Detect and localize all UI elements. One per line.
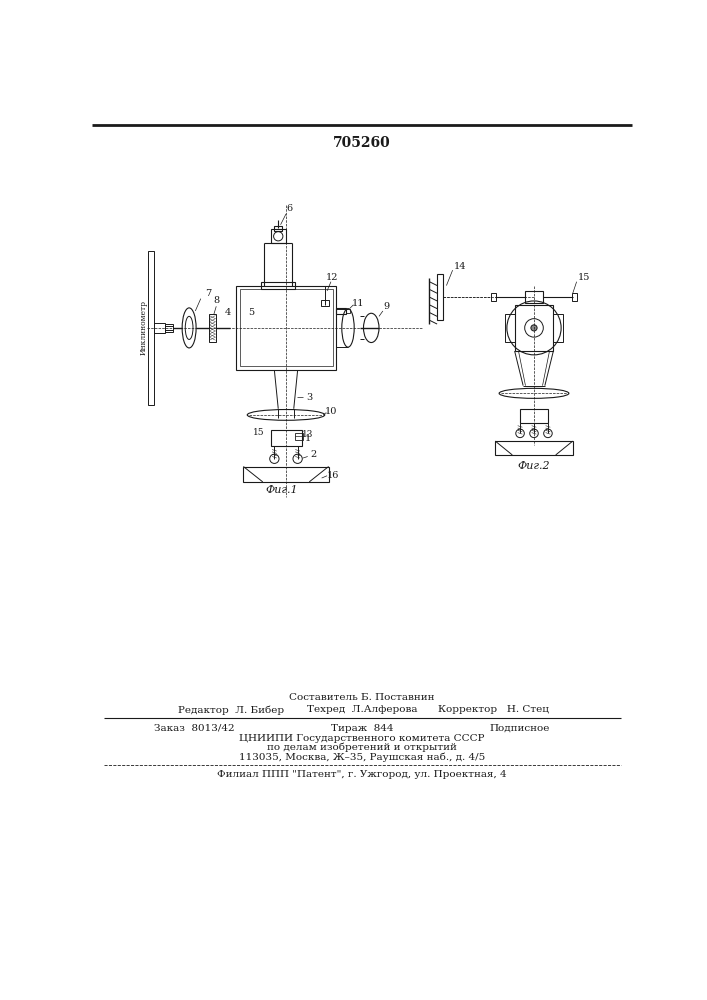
Text: Составитель Б. Поставнин: Составитель Б. Поставнин <box>289 693 435 702</box>
Text: Заказ  8013/42: Заказ 8013/42 <box>154 724 235 733</box>
Bar <box>154 323 165 333</box>
Bar <box>505 314 515 342</box>
Text: 4: 4 <box>225 308 231 317</box>
Bar <box>271 229 286 243</box>
Text: 5: 5 <box>248 308 255 317</box>
Text: Фиг.1: Фиг.1 <box>266 485 298 495</box>
Text: 6: 6 <box>287 204 293 213</box>
Text: 11: 11 <box>352 299 364 308</box>
Bar <box>274 226 282 231</box>
Text: ЦНИИПИ Государственного комитета СССР: ЦНИИПИ Государственного комитета СССР <box>239 734 485 743</box>
Text: Корректор   Н. Стец: Корректор Н. Стец <box>438 705 549 714</box>
Bar <box>235 286 337 370</box>
Text: Техред  Л.Алферова: Техред Л.Алферова <box>307 705 417 714</box>
Text: 10: 10 <box>325 407 337 416</box>
Bar <box>515 305 554 351</box>
Text: 12: 12 <box>326 273 339 282</box>
Text: 7: 7 <box>205 289 211 298</box>
Text: по делам изобретений и открытий: по делам изобретений и открытий <box>267 743 457 752</box>
Bar <box>572 293 577 301</box>
Text: Редактор  Л. Бибер: Редактор Л. Бибер <box>177 705 284 715</box>
Bar <box>553 314 563 342</box>
Text: 113035, Москва, Ж–35, Раушская наб., д. 4/5: 113035, Москва, Ж–35, Раушская наб., д. … <box>239 752 485 762</box>
Bar <box>243 466 329 482</box>
Text: Подписное: Подписное <box>489 724 549 733</box>
Bar <box>271 430 301 446</box>
Text: 1: 1 <box>305 434 311 443</box>
Bar <box>525 291 543 303</box>
Text: Инклинометр: Инклинометр <box>139 300 147 355</box>
Text: 16: 16 <box>327 471 339 480</box>
Bar <box>321 300 329 306</box>
Text: 15: 15 <box>253 428 264 437</box>
Text: Тираж  844: Тираж 844 <box>331 724 393 733</box>
Bar <box>240 289 332 366</box>
Text: 3: 3 <box>306 393 312 402</box>
Bar <box>495 441 573 455</box>
Bar <box>437 274 443 320</box>
Bar <box>165 324 173 332</box>
Text: 8: 8 <box>214 296 219 305</box>
Bar <box>337 308 346 314</box>
Text: Филиал ППП "Патент", г. Ужгород, ул. Проектная, 4: Филиал ППП "Патент", г. Ужгород, ул. Про… <box>217 770 507 779</box>
Circle shape <box>531 325 537 331</box>
Text: Фиг.2: Фиг.2 <box>518 461 550 471</box>
Bar <box>261 282 296 289</box>
Text: 9: 9 <box>384 302 390 311</box>
Bar <box>520 409 548 423</box>
Text: 2: 2 <box>310 450 316 459</box>
Bar <box>209 314 216 342</box>
Text: 15: 15 <box>578 273 590 282</box>
Bar <box>148 251 154 405</box>
Bar <box>346 309 349 312</box>
Text: 705260: 705260 <box>333 136 391 150</box>
Bar <box>296 433 303 440</box>
Bar <box>491 293 496 301</box>
Text: 14: 14 <box>454 262 467 271</box>
Text: 13: 13 <box>302 430 313 439</box>
